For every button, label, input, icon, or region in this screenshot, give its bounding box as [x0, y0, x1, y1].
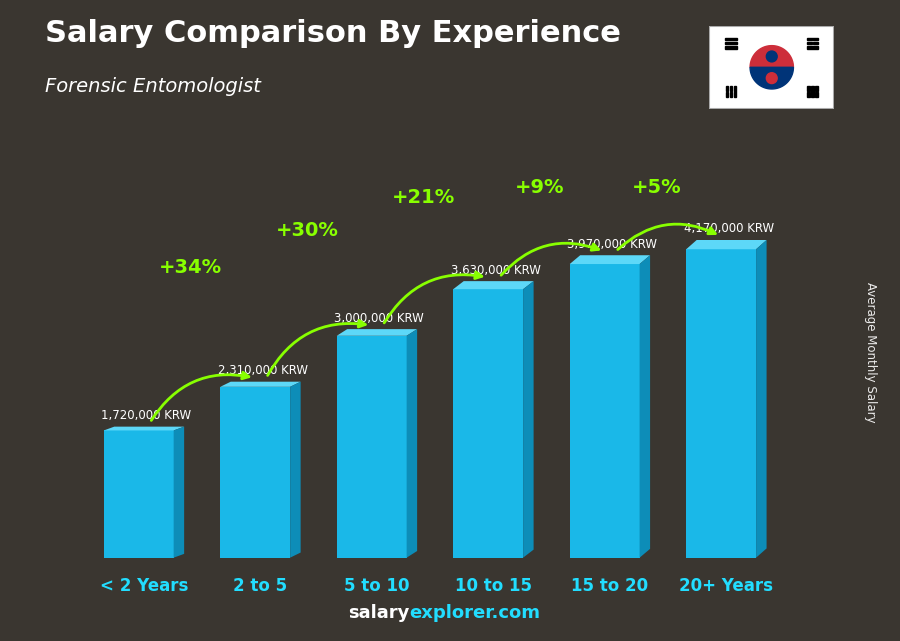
Bar	[104, 431, 174, 558]
Polygon shape	[290, 381, 301, 558]
Text: +21%: +21%	[392, 188, 455, 207]
Polygon shape	[811, 86, 814, 97]
Text: 5 to 10: 5 to 10	[344, 577, 410, 595]
Polygon shape	[725, 92, 728, 97]
Bar	[337, 336, 407, 558]
Polygon shape	[730, 92, 733, 97]
Polygon shape	[454, 281, 534, 289]
Polygon shape	[806, 46, 818, 49]
Polygon shape	[806, 38, 818, 40]
Polygon shape	[570, 255, 650, 264]
Circle shape	[766, 51, 778, 62]
Polygon shape	[640, 255, 650, 558]
Text: 15 to 20: 15 to 20	[572, 577, 649, 595]
Text: +30%: +30%	[275, 221, 338, 240]
Text: < 2 Years: < 2 Years	[100, 577, 188, 595]
Polygon shape	[750, 67, 794, 89]
Text: Salary Comparison By Experience: Salary Comparison By Experience	[45, 19, 621, 48]
Polygon shape	[407, 329, 417, 558]
Polygon shape	[807, 86, 810, 91]
Polygon shape	[813, 42, 818, 44]
Polygon shape	[815, 86, 818, 91]
Text: salary: salary	[348, 604, 410, 622]
Polygon shape	[523, 281, 534, 558]
Polygon shape	[815, 92, 818, 97]
Polygon shape	[730, 86, 733, 91]
Text: 3,000,000 KRW: 3,000,000 KRW	[335, 312, 424, 324]
Bar	[686, 249, 756, 558]
Polygon shape	[104, 427, 184, 431]
Polygon shape	[725, 38, 737, 40]
Polygon shape	[725, 46, 737, 49]
Circle shape	[766, 72, 778, 83]
Text: 10 to 15: 10 to 15	[454, 577, 532, 595]
Text: 2,310,000 KRW: 2,310,000 KRW	[218, 364, 308, 377]
Polygon shape	[807, 92, 810, 97]
Text: 3,630,000 KRW: 3,630,000 KRW	[451, 263, 541, 276]
Polygon shape	[337, 329, 417, 336]
Polygon shape	[220, 381, 301, 387]
Bar	[454, 289, 523, 558]
Text: +5%: +5%	[632, 178, 681, 197]
Polygon shape	[750, 46, 794, 67]
Polygon shape	[734, 86, 736, 97]
Polygon shape	[725, 42, 737, 44]
Polygon shape	[807, 42, 813, 44]
Polygon shape	[686, 240, 767, 249]
Text: 1,720,000 KRW: 1,720,000 KRW	[102, 409, 192, 422]
Bar	[570, 264, 640, 558]
Text: 4,170,000 KRW: 4,170,000 KRW	[684, 222, 774, 235]
Text: 2 to 5: 2 to 5	[233, 577, 287, 595]
Text: +9%: +9%	[516, 178, 565, 197]
Polygon shape	[725, 86, 728, 91]
Text: explorer.com: explorer.com	[410, 604, 541, 622]
Bar	[220, 387, 290, 558]
Text: Average Monthly Salary: Average Monthly Salary	[865, 282, 878, 423]
Text: 20+ Years: 20+ Years	[680, 577, 773, 595]
Text: 3,970,000 KRW: 3,970,000 KRW	[567, 238, 657, 251]
Text: Forensic Entomologist: Forensic Entomologist	[45, 77, 261, 96]
Polygon shape	[756, 240, 767, 558]
Text: +34%: +34%	[159, 258, 222, 277]
Polygon shape	[174, 427, 184, 558]
